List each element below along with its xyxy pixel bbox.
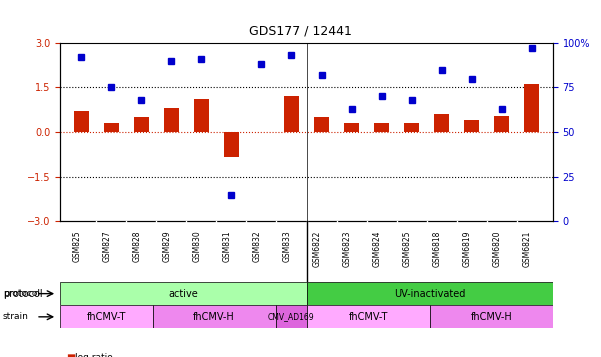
Text: GSM827: GSM827: [102, 231, 111, 262]
Text: GSM830: GSM830: [192, 231, 201, 262]
Bar: [465, 120, 480, 132]
Bar: [525, 85, 540, 132]
FancyBboxPatch shape: [307, 282, 553, 305]
Text: ■: ■: [66, 353, 75, 357]
Text: GSM828: GSM828: [132, 231, 141, 262]
Text: GSM831: GSM831: [222, 231, 231, 262]
FancyBboxPatch shape: [307, 305, 430, 328]
Text: GSM6822: GSM6822: [313, 231, 322, 267]
Text: GSM6825: GSM6825: [403, 231, 412, 267]
Text: protocol: protocol: [3, 289, 40, 298]
Text: protocol: protocol: [3, 288, 43, 299]
Text: GSM6824: GSM6824: [373, 231, 382, 267]
Text: fhCMV-H: fhCMV-H: [194, 312, 235, 322]
Text: GSM832: GSM832: [252, 231, 261, 262]
Text: strain: strain: [3, 312, 29, 321]
Text: GSM833: GSM833: [282, 231, 291, 262]
Bar: [374, 123, 389, 132]
Bar: [495, 116, 510, 132]
Bar: [194, 99, 209, 132]
Text: GSM829: GSM829: [162, 231, 171, 262]
Text: log ratio: log ratio: [75, 353, 113, 357]
Bar: [224, 132, 239, 157]
Bar: [434, 114, 450, 132]
FancyBboxPatch shape: [60, 282, 307, 305]
FancyBboxPatch shape: [153, 305, 276, 328]
Text: active: active: [168, 288, 198, 299]
Text: GSM6823: GSM6823: [343, 231, 352, 267]
Text: GSM6820: GSM6820: [493, 231, 502, 267]
Bar: [314, 117, 329, 132]
Text: GSM825: GSM825: [72, 231, 81, 262]
Text: UV-inactivated: UV-inactivated: [394, 288, 465, 299]
Bar: [404, 123, 419, 132]
Text: GSM6819: GSM6819: [463, 231, 472, 267]
Text: fhCMV-H: fhCMV-H: [471, 312, 512, 322]
FancyBboxPatch shape: [430, 305, 553, 328]
Bar: [74, 111, 89, 132]
Text: fhCMV-T: fhCMV-T: [349, 312, 388, 322]
Bar: [284, 96, 299, 132]
Text: GSM6821: GSM6821: [523, 231, 532, 267]
Bar: [344, 123, 359, 132]
Text: GDS177 / 12441: GDS177 / 12441: [249, 25, 352, 38]
FancyBboxPatch shape: [60, 305, 153, 328]
Text: CMV_AD169: CMV_AD169: [268, 312, 314, 321]
Text: GSM6818: GSM6818: [433, 231, 442, 267]
Bar: [164, 108, 179, 132]
Bar: [104, 123, 119, 132]
Bar: [134, 117, 149, 132]
FancyBboxPatch shape: [276, 305, 307, 328]
Text: fhCMV-T: fhCMV-T: [87, 312, 126, 322]
